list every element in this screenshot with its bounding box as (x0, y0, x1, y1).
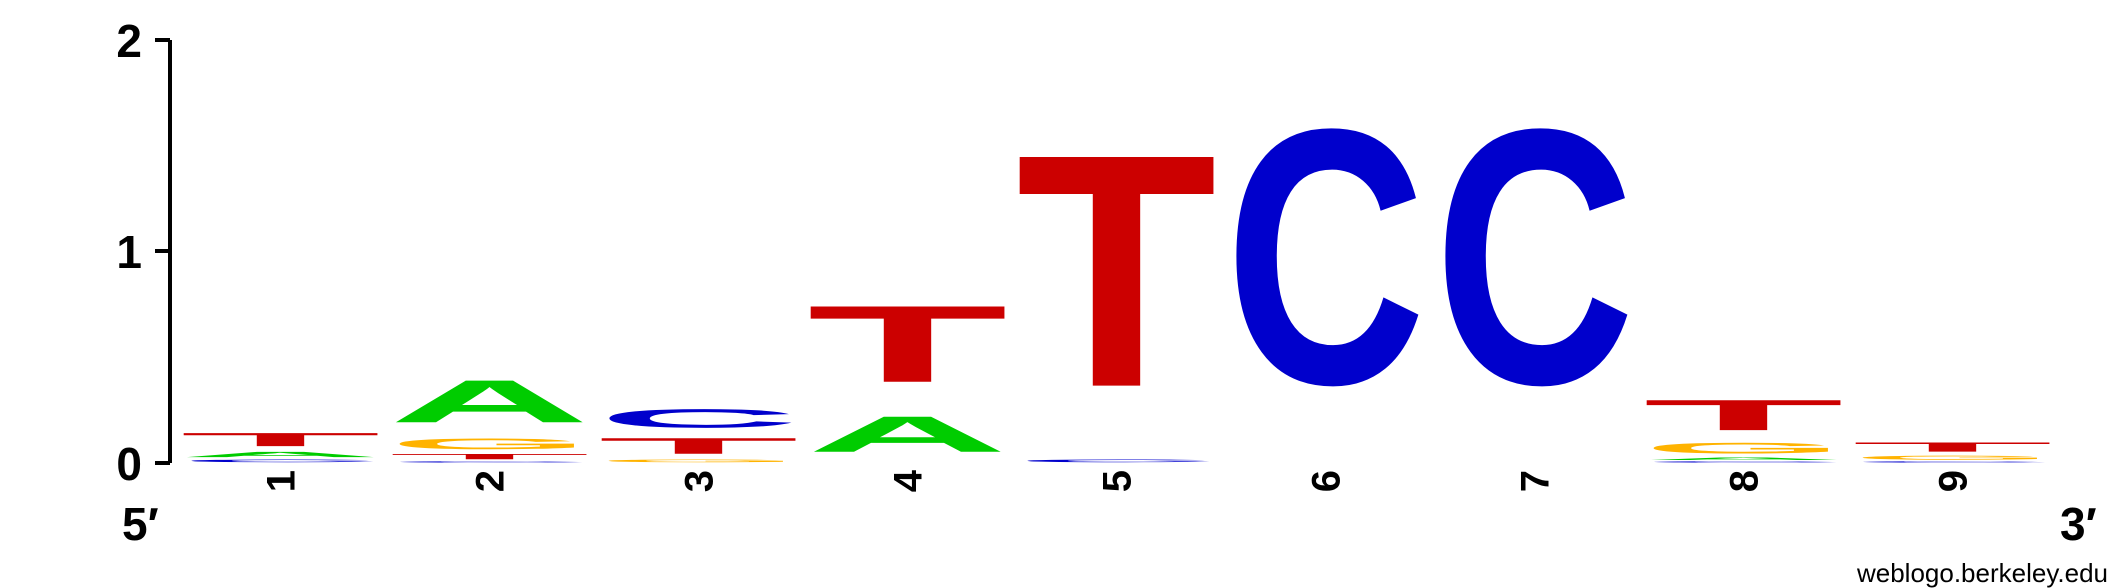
logo-letter-a-pos-1: A (180, 450, 381, 458)
three-prime-label: 3′ (2060, 498, 2097, 550)
logo-letter-g-pos-8: G (1643, 440, 1844, 457)
logo-letter-c-pos-2: C (389, 461, 590, 463)
logo-letter-c-pos-7: C (1434, 52, 1635, 460)
logo-letter-g-pos-9: G (1852, 455, 2053, 461)
logo-letter-c-pos-9: C (1852, 461, 2053, 463)
logo-letter-t-pos-2: T (389, 452, 590, 460)
logo-letter-t-pos-4: T (807, 283, 1008, 405)
position-label-8: 8 (1723, 470, 1767, 492)
logo-letter-t-pos-3: T (598, 433, 799, 458)
position-labels: 1 2 3 4 5 6 7 8 9 (260, 469, 1976, 492)
logo-letter-g-pos-2: G (389, 435, 590, 452)
position-label-2: 2 (469, 470, 513, 492)
logo-letter-a-pos-4: A (807, 406, 1008, 463)
y-tick-label-0: 0 (116, 438, 142, 490)
position-label-5: 5 (1096, 470, 1140, 492)
position-label-3: 3 (678, 470, 722, 492)
logo-letter-t-pos-9: T (1852, 440, 2053, 455)
logo-letter-c-pos-3: C (598, 404, 799, 434)
position-label-6: 6 (1305, 470, 1349, 492)
logo-letter-c-pos-6: C (1225, 52, 1426, 460)
logo-letter-c-pos-8: C (1643, 461, 1844, 463)
logo-letter-t-pos-8: T (1643, 391, 1844, 439)
position-label-4: 4 (887, 469, 931, 492)
logo-letter-a-pos-2: A (389, 368, 590, 436)
y-tick-label-1: 1 (116, 226, 142, 278)
logo-letter-t-pos-5: T (1016, 86, 1217, 457)
five-prime-label: 5′ (122, 498, 159, 550)
logo-letter-g-pos-3: G (598, 459, 799, 463)
logo-letter-c-pos-5: C (1016, 459, 1217, 463)
weblogo-credit: weblogo.berkeley.edu (1856, 558, 2108, 588)
position-label-1: 1 (260, 470, 304, 492)
position-label-7: 7 (1514, 470, 1558, 492)
logo-letter-a-pos-8: A (1643, 457, 1844, 461)
position-label-9: 9 (1932, 470, 1976, 492)
logo-letter-t-pos-1: T (180, 429, 381, 450)
y-tick-label-2: 2 (116, 15, 142, 67)
y-axis: 2 1 0 (116, 15, 172, 490)
logo-letter-c-pos-1: C (180, 459, 381, 463)
